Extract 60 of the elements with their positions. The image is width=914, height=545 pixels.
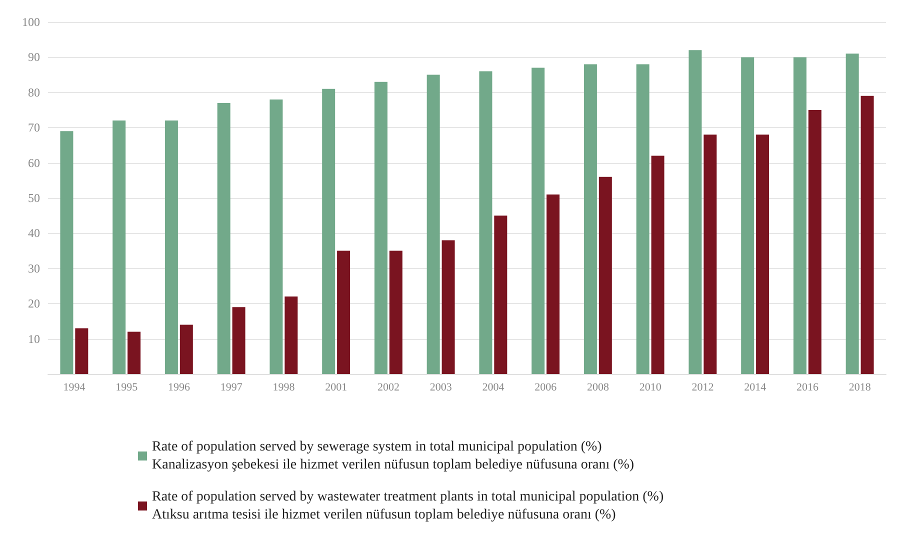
y-tick-label: 70	[28, 120, 40, 135]
bar	[322, 88, 336, 374]
bar	[232, 307, 246, 374]
y-tick-label: 40	[28, 226, 40, 240]
x-tick-label: 2004	[482, 382, 505, 394]
x-tick-label: 1997	[220, 382, 243, 394]
y-tick-label: 80	[28, 85, 40, 100]
bar	[442, 240, 455, 374]
bar	[651, 156, 664, 374]
bar	[793, 57, 806, 374]
x-tick-label: 1996	[168, 382, 190, 394]
bar	[636, 64, 650, 374]
bar	[846, 54, 859, 374]
x-tick-label: 1994	[63, 382, 86, 394]
x-tick-label: 1995	[116, 382, 138, 394]
x-tick-label: 2002	[377, 382, 400, 394]
bar	[164, 120, 178, 374]
x-tick-label: 2018	[848, 382, 872, 394]
bar	[704, 134, 717, 374]
bar	[389, 250, 402, 374]
x-tick-label: 2003	[430, 382, 452, 394]
y-tick-label: 20	[28, 296, 40, 311]
x-tick-label: 2001	[325, 382, 348, 394]
x-tick-label: 2010	[639, 382, 662, 394]
bar	[808, 110, 822, 374]
bar	[128, 332, 141, 374]
y-tick-label: 10	[28, 332, 40, 346]
bar	[270, 99, 283, 374]
bar	[284, 296, 298, 374]
x-tick-label: 1998	[272, 382, 296, 394]
x-tick-label: 2006	[534, 382, 558, 394]
x-tick-label: 2016	[796, 382, 819, 394]
bar	[75, 328, 88, 374]
bar	[532, 68, 545, 374]
bar	[598, 176, 612, 374]
bar	[584, 64, 597, 374]
y-tick-label: 30	[28, 261, 40, 276]
bar	[180, 324, 193, 374]
x-tick-label: 2014	[744, 382, 767, 394]
bar	[756, 134, 770, 374]
bar	[741, 57, 754, 374]
bar	[217, 102, 230, 374]
x-tick-label: 2008	[586, 382, 610, 394]
bar	[494, 216, 508, 374]
legend-label: Rate of population served by wastewater treatment plants in total municipal population (%) Atıksu arıtma tesisi ile hizmet verilen nüfusun toplam belediye nüfusuna oranı (%)	[152, 490, 664, 522]
bar	[426, 74, 440, 374]
legend-label: Rate of population served by sewerage system in total municipal population (%) Kanalizasyon şebekesi ile hizmet verilen nüfusun toplam belediye nüfusuna oranı (%)	[152, 440, 634, 472]
bar	[860, 96, 874, 374]
y-tick-label: 90	[28, 50, 40, 64]
bar	[60, 131, 74, 374]
bar	[688, 50, 702, 374]
bar	[546, 194, 560, 374]
bar	[479, 71, 492, 374]
y-tick-label: 60	[28, 156, 40, 170]
x-tick-label: 2012	[692, 382, 714, 394]
y-tick-label: 50	[28, 191, 40, 205]
bar	[374, 82, 388, 374]
y-tick-label: 100	[22, 15, 40, 29]
bar	[112, 120, 126, 374]
bar	[337, 250, 350, 374]
